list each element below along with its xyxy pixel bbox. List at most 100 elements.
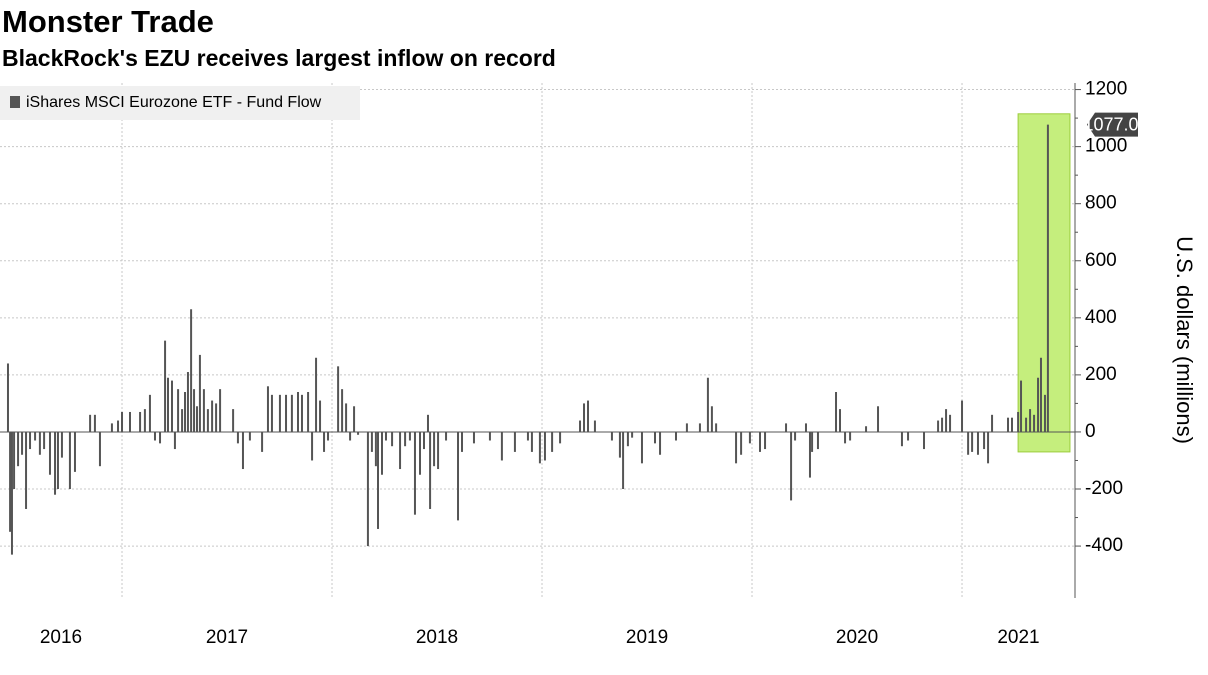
bar bbox=[121, 411, 124, 432]
bar bbox=[461, 431, 464, 452]
bar bbox=[10, 431, 13, 555]
bar bbox=[357, 431, 360, 435]
bar bbox=[25, 431, 28, 509]
bar bbox=[835, 392, 838, 432]
bar bbox=[923, 431, 926, 450]
bar bbox=[631, 431, 634, 438]
bar bbox=[391, 431, 394, 447]
bar bbox=[167, 377, 170, 432]
bar bbox=[34, 431, 37, 441]
bar bbox=[68, 431, 71, 490]
bar bbox=[93, 414, 96, 432]
bar bbox=[849, 431, 852, 441]
legend: iShares MSCI Eurozone ETF - Fund Flow bbox=[0, 86, 360, 120]
bar bbox=[945, 409, 948, 432]
bar bbox=[593, 420, 596, 432]
bar bbox=[526, 431, 529, 441]
bar bbox=[764, 431, 767, 450]
bar bbox=[685, 423, 688, 432]
bar bbox=[877, 406, 880, 432]
bar bbox=[278, 394, 281, 432]
bar bbox=[266, 386, 269, 432]
x-tick-label: 2018 bbox=[416, 627, 458, 648]
bar bbox=[1033, 414, 1036, 432]
bar bbox=[139, 411, 142, 432]
bar bbox=[538, 431, 541, 464]
bar bbox=[345, 403, 348, 432]
x-tick-label: 2017 bbox=[206, 627, 248, 648]
bar bbox=[164, 340, 167, 432]
bar bbox=[437, 431, 440, 470]
chart-subtitle: BlackRock's EZU receives largest inflow … bbox=[2, 45, 556, 71]
legend-label: iShares MSCI Eurozone ETF - Fund Flow bbox=[26, 94, 322, 111]
bar bbox=[422, 431, 425, 450]
bar bbox=[433, 431, 436, 467]
bar bbox=[377, 431, 380, 529]
bar bbox=[790, 431, 793, 501]
bar bbox=[622, 431, 625, 490]
bar bbox=[1029, 409, 1032, 432]
bar bbox=[198, 354, 201, 432]
bar bbox=[937, 420, 940, 432]
bar bbox=[488, 431, 491, 441]
bar bbox=[170, 380, 173, 432]
bar bbox=[270, 394, 273, 432]
bar bbox=[949, 414, 952, 432]
bar bbox=[315, 357, 318, 432]
bar bbox=[1017, 411, 1020, 432]
bar bbox=[384, 431, 387, 441]
bar bbox=[323, 431, 326, 452]
legend-box bbox=[0, 86, 360, 120]
bar bbox=[6, 363, 9, 432]
bar bbox=[706, 377, 709, 432]
value-label: 1077.09 bbox=[1083, 114, 1148, 134]
bar bbox=[457, 431, 460, 521]
y-tick-label: -200 bbox=[1085, 478, 1123, 499]
bar bbox=[1046, 124, 1049, 432]
x-tick-label: 2016 bbox=[40, 627, 82, 648]
y-tick-label: 1000 bbox=[1085, 136, 1127, 157]
bar bbox=[408, 431, 411, 441]
bar bbox=[366, 431, 369, 547]
bar bbox=[48, 431, 51, 475]
bar bbox=[1025, 417, 1028, 432]
bar bbox=[967, 431, 970, 455]
bar bbox=[232, 409, 235, 432]
bar bbox=[413, 431, 416, 515]
bar bbox=[941, 417, 944, 432]
bar bbox=[785, 423, 788, 432]
bar bbox=[983, 431, 986, 450]
bar bbox=[961, 400, 964, 432]
bar bbox=[184, 392, 187, 432]
bar bbox=[290, 394, 293, 432]
bar bbox=[98, 431, 101, 467]
bar bbox=[307, 392, 310, 432]
y-tick-label: 800 bbox=[1085, 193, 1117, 214]
bar bbox=[1039, 357, 1042, 432]
bar bbox=[472, 431, 475, 444]
bar bbox=[285, 394, 288, 432]
bar bbox=[128, 411, 131, 432]
y-tick-label: 600 bbox=[1085, 250, 1117, 271]
chart-title: Monster Trade bbox=[2, 4, 214, 39]
bar bbox=[865, 426, 868, 432]
bar bbox=[659, 431, 662, 455]
legend-swatch bbox=[10, 96, 20, 108]
bar bbox=[804, 423, 807, 432]
bar bbox=[56, 431, 59, 490]
x-tick-label: 2021 bbox=[997, 627, 1039, 648]
bar bbox=[181, 409, 184, 432]
y-tick-label: -400 bbox=[1085, 535, 1123, 556]
bar bbox=[971, 431, 974, 452]
bar bbox=[429, 431, 432, 509]
bar bbox=[54, 431, 57, 495]
y-tick-label: 0 bbox=[1085, 421, 1096, 442]
bar bbox=[839, 409, 842, 432]
bar bbox=[816, 431, 819, 450]
bar bbox=[241, 431, 244, 470]
bar bbox=[300, 394, 303, 432]
bar bbox=[404, 431, 407, 447]
bar bbox=[559, 431, 562, 444]
bar bbox=[311, 431, 314, 461]
bar bbox=[1010, 417, 1013, 432]
